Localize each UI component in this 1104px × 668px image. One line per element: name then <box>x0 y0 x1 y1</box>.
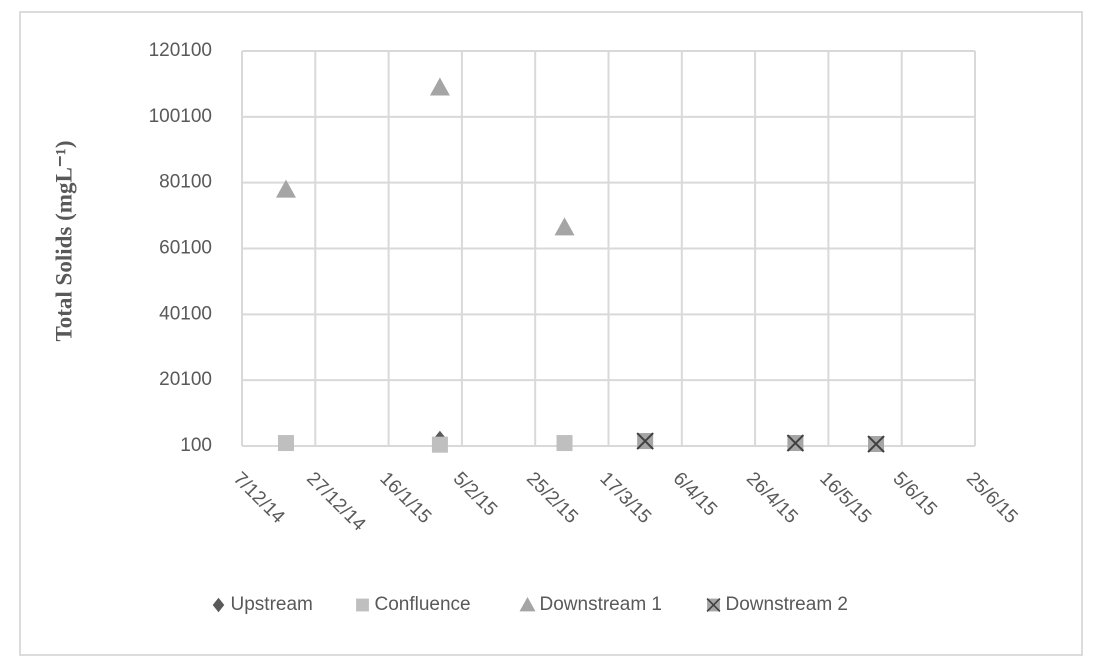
legend-marker <box>356 598 369 612</box>
point <box>275 179 296 198</box>
point <box>429 77 450 96</box>
point <box>867 435 885 453</box>
legend-label: Downstream 1 <box>540 594 663 615</box>
point-cross <box>786 434 805 452</box>
legend-marker <box>519 597 536 612</box>
y-tick-label: 20100 <box>159 369 212 390</box>
y-tick-label: 120100 <box>149 40 212 61</box>
y-tick-label: 80100 <box>159 172 212 193</box>
point-cross <box>706 598 721 612</box>
point <box>554 217 575 236</box>
legend-label: Confluence <box>375 594 471 615</box>
point <box>636 432 654 450</box>
point <box>431 436 448 453</box>
point <box>556 435 573 452</box>
point <box>786 434 805 452</box>
chart-frame <box>19 11 1083 656</box>
y-tick-label: 40100 <box>159 303 212 324</box>
legend-label: Downstream 2 <box>726 594 849 615</box>
point <box>277 435 294 452</box>
y-tick-label: 100 <box>180 435 212 456</box>
point-cross <box>867 435 885 453</box>
legend-label: Upstream <box>231 594 313 615</box>
y-tick-label: 100100 <box>149 106 212 127</box>
legend-marker <box>706 598 721 612</box>
y-axis-title: Total Solids (mgL⁻¹) <box>51 141 76 342</box>
y-tick-label: 60100 <box>159 238 212 259</box>
point-cross <box>636 432 654 450</box>
